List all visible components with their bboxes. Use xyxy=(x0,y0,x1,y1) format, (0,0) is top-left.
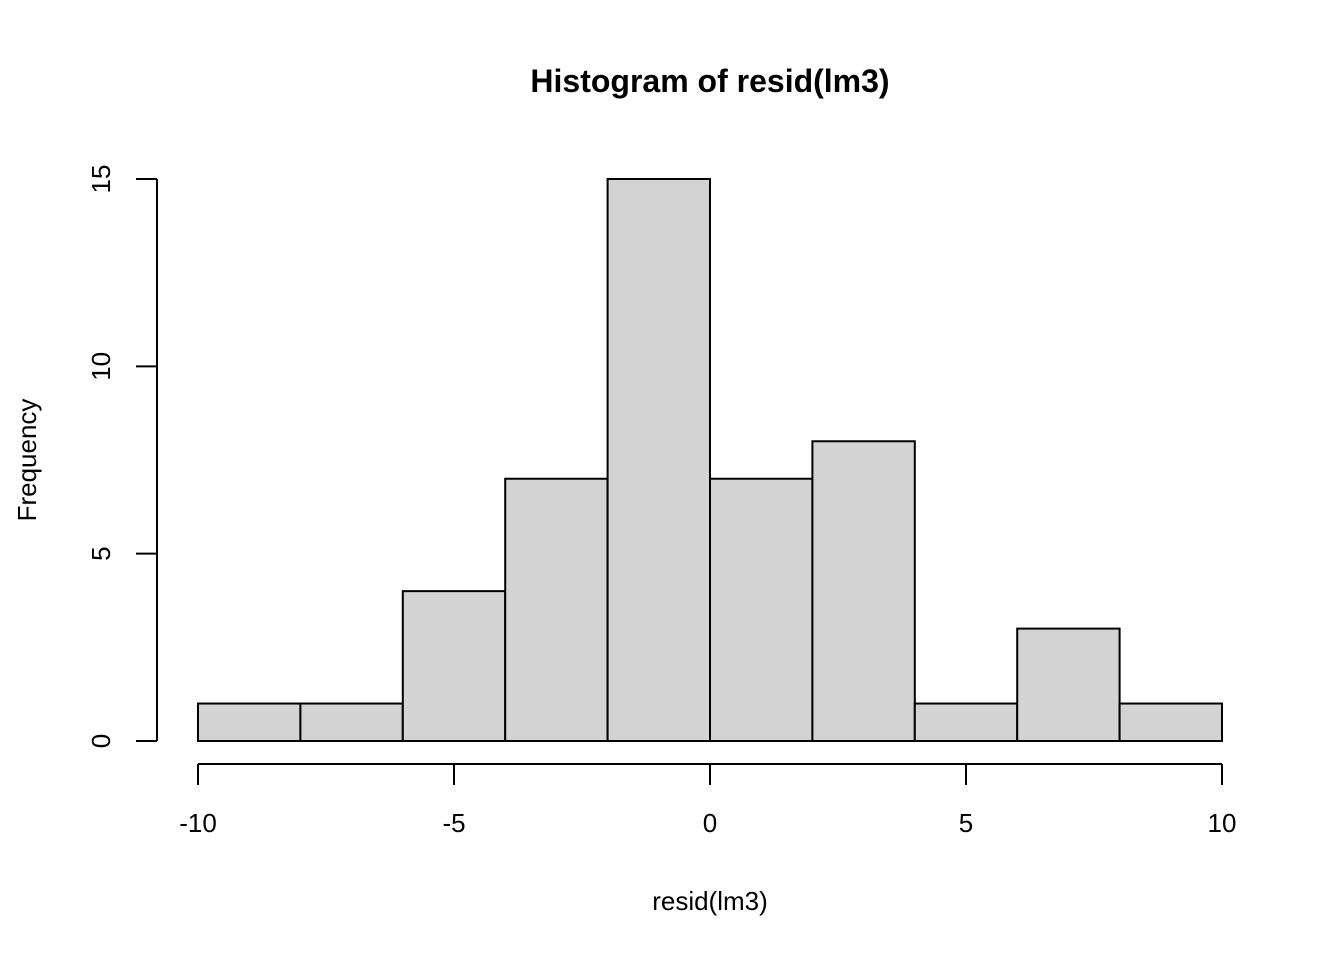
y-tick-label: 0 xyxy=(86,734,116,748)
histogram-bar xyxy=(811,440,916,742)
histogram-bar xyxy=(299,702,404,742)
histogram-bar xyxy=(504,477,609,742)
x-tick-label: 10 xyxy=(1208,808,1237,838)
y-tick-label: 10 xyxy=(86,352,116,381)
x-tick-label: -10 xyxy=(179,808,217,838)
histogram-bar xyxy=(1118,702,1223,742)
y-tick-label: 5 xyxy=(86,546,116,560)
x-axis-label: resid(lm3) xyxy=(652,886,768,916)
histogram-bar xyxy=(197,702,302,742)
x-tick-label: 5 xyxy=(959,808,973,838)
histogram-bar xyxy=(709,477,814,742)
x-tick-label: 0 xyxy=(703,808,717,838)
histogram-bar xyxy=(606,178,711,742)
histogram-bar xyxy=(913,702,1019,742)
chart-title: Histogram of resid(lm3) xyxy=(530,63,889,99)
bars-group xyxy=(197,178,1223,743)
y-axis-label: Frequency xyxy=(12,399,42,522)
y-tick-label: 15 xyxy=(86,165,116,194)
histogram-bar xyxy=(1016,627,1121,742)
x-axis: -10 -5 0 5 10 xyxy=(179,763,1237,838)
y-axis: 0 5 10 15 xyxy=(86,165,158,748)
histogram-bar xyxy=(401,590,507,743)
x-tick-label: -5 xyxy=(442,808,465,838)
